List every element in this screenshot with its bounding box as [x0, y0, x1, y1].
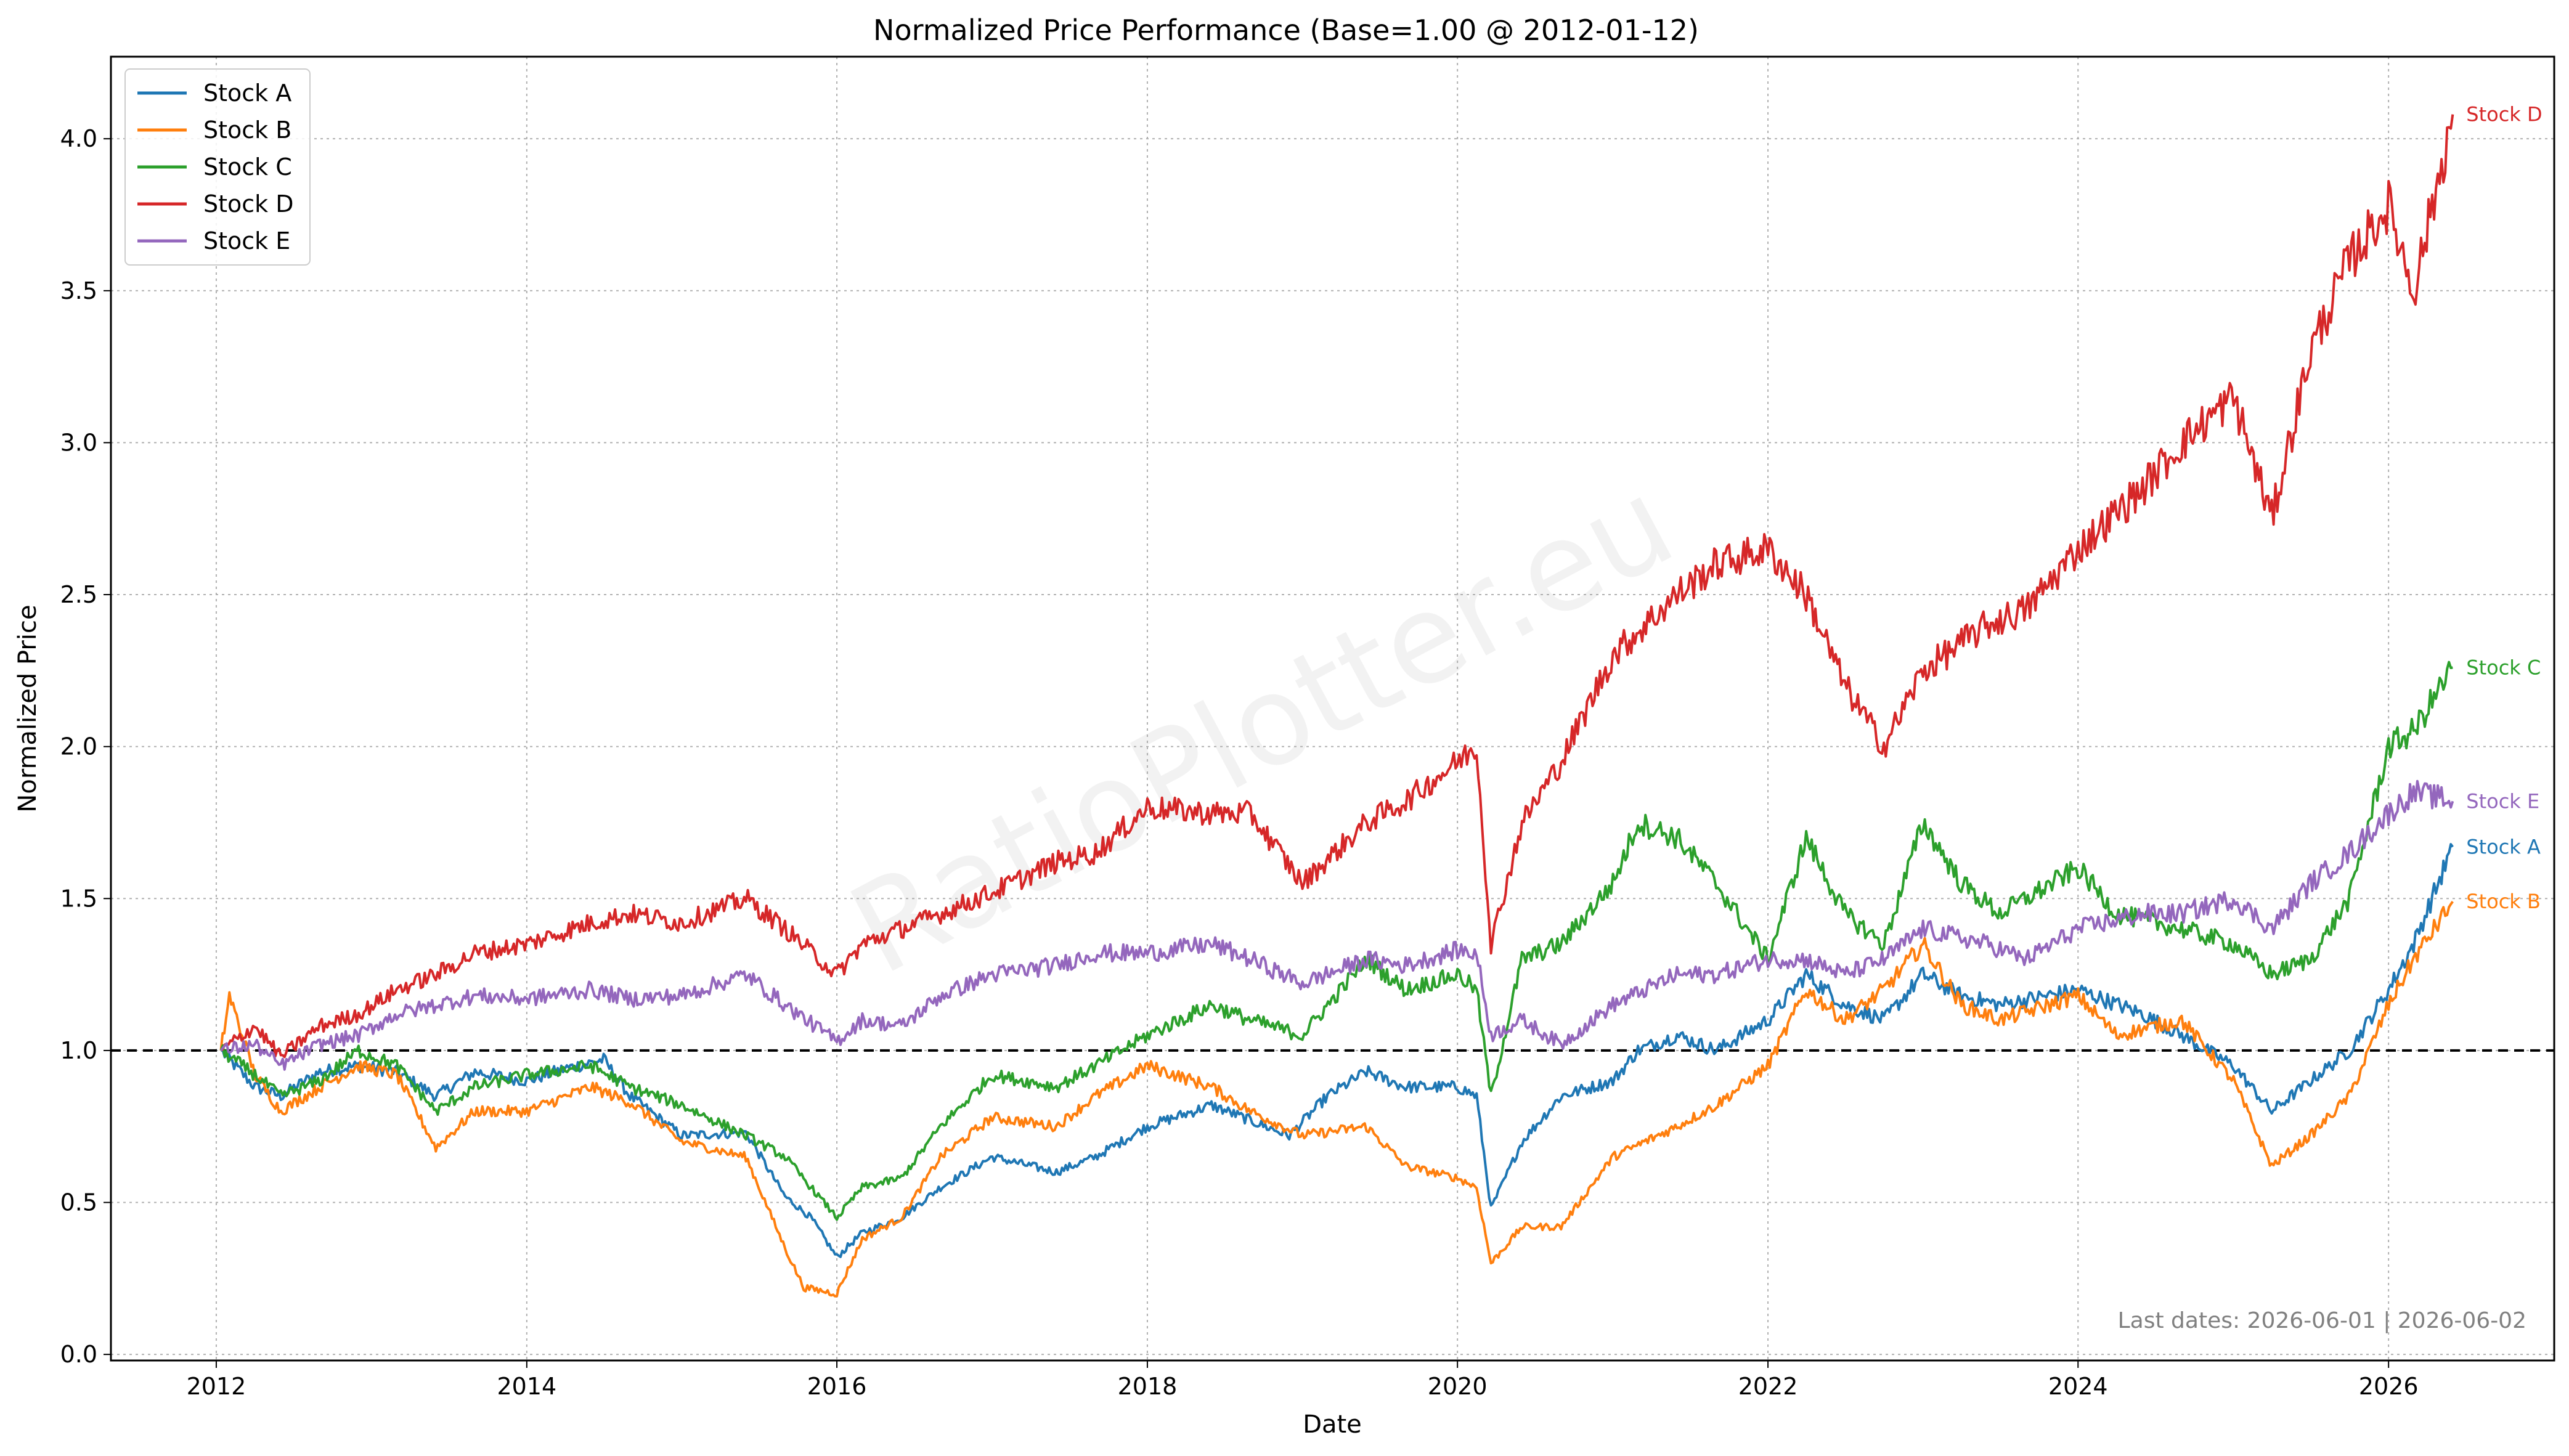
x-axis-label: Date [1303, 1410, 1362, 1439]
series-line-stock-a [221, 843, 2454, 1258]
x-tick-label: 2022 [1738, 1373, 1798, 1400]
y-tick-label: 2.5 [60, 581, 97, 608]
y-tick-label: 4.0 [60, 125, 97, 152]
y-tick-label: 1.5 [60, 885, 97, 912]
x-tick-label: 2024 [2048, 1373, 2108, 1400]
series-line-stock-d [220, 114, 2454, 1059]
legend-label: Stock A [203, 79, 291, 107]
y-tick-label: 0.0 [60, 1341, 97, 1368]
y-axis: 0.0 0.5 1.0 1.5 2.0 2.5 3.0 3.5 4.0 [60, 125, 111, 1368]
y-tick-label: 3.0 [60, 429, 97, 456]
x-tick-label: 2012 [187, 1373, 246, 1400]
legend-box [124, 68, 311, 266]
end-labels: Stock A Stock B Stock C Stock D Stock E [2466, 103, 2542, 913]
series-line-stock-b [219, 901, 2454, 1298]
series-line-stock-e [219, 779, 2454, 1071]
x-tick-label: 2026 [2359, 1373, 2419, 1400]
x-axis: 2012 2014 2016 2018 2020 2022 2024 2026 [187, 1360, 2419, 1400]
legend-label: Stock C [203, 153, 292, 181]
series-line-stock-c [219, 661, 2453, 1221]
legend: Stock A Stock B Stock C Stock D Stock E [124, 68, 311, 266]
x-tick-label: 2016 [807, 1373, 867, 1400]
legend-items: Stock A Stock B Stock C Stock D Stock E [137, 79, 294, 254]
end-label-stock-d: Stock D [2466, 103, 2542, 126]
legend-label: Stock D [203, 190, 294, 218]
y-tick-label: 2.0 [60, 733, 97, 760]
end-label-stock-c: Stock C [2466, 656, 2541, 679]
x-tick-label: 2018 [1118, 1373, 1178, 1400]
footnote: Last dates: 2026-06-01 | 2026-06-02 [2118, 1308, 2526, 1333]
y-tick-label: 3.5 [60, 277, 97, 304]
y-tick-label: 0.5 [60, 1189, 97, 1216]
plot-frame [110, 55, 2555, 1362]
end-label-stock-e: Stock E [2466, 789, 2539, 813]
chart-title: Normalized Price Performance (Base=1.00 … [873, 14, 1699, 47]
y-tick-label: 1.0 [60, 1037, 97, 1064]
legend-label: Stock B [203, 116, 291, 144]
x-tick-label: 2020 [1428, 1373, 1488, 1400]
end-label-stock-b: Stock B [2466, 890, 2541, 913]
end-label-stock-a: Stock A [2466, 835, 2541, 858]
x-tick-label: 2014 [497, 1373, 556, 1400]
y-axis-label: Normalized Price [14, 604, 42, 812]
series-group [219, 114, 2454, 1298]
legend-label: Stock E [203, 227, 290, 254]
